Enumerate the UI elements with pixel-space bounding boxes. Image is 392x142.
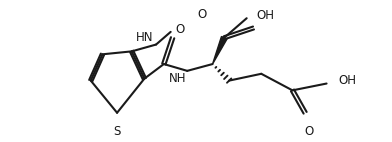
Text: O: O [305, 125, 314, 138]
Text: O: O [176, 23, 185, 36]
Text: HN: HN [136, 31, 153, 44]
Text: OH: OH [256, 9, 274, 22]
Text: NH: NH [169, 72, 186, 85]
Text: OH: OH [338, 74, 356, 87]
Text: O: O [197, 9, 207, 21]
Text: S: S [113, 125, 121, 138]
Polygon shape [212, 36, 227, 64]
